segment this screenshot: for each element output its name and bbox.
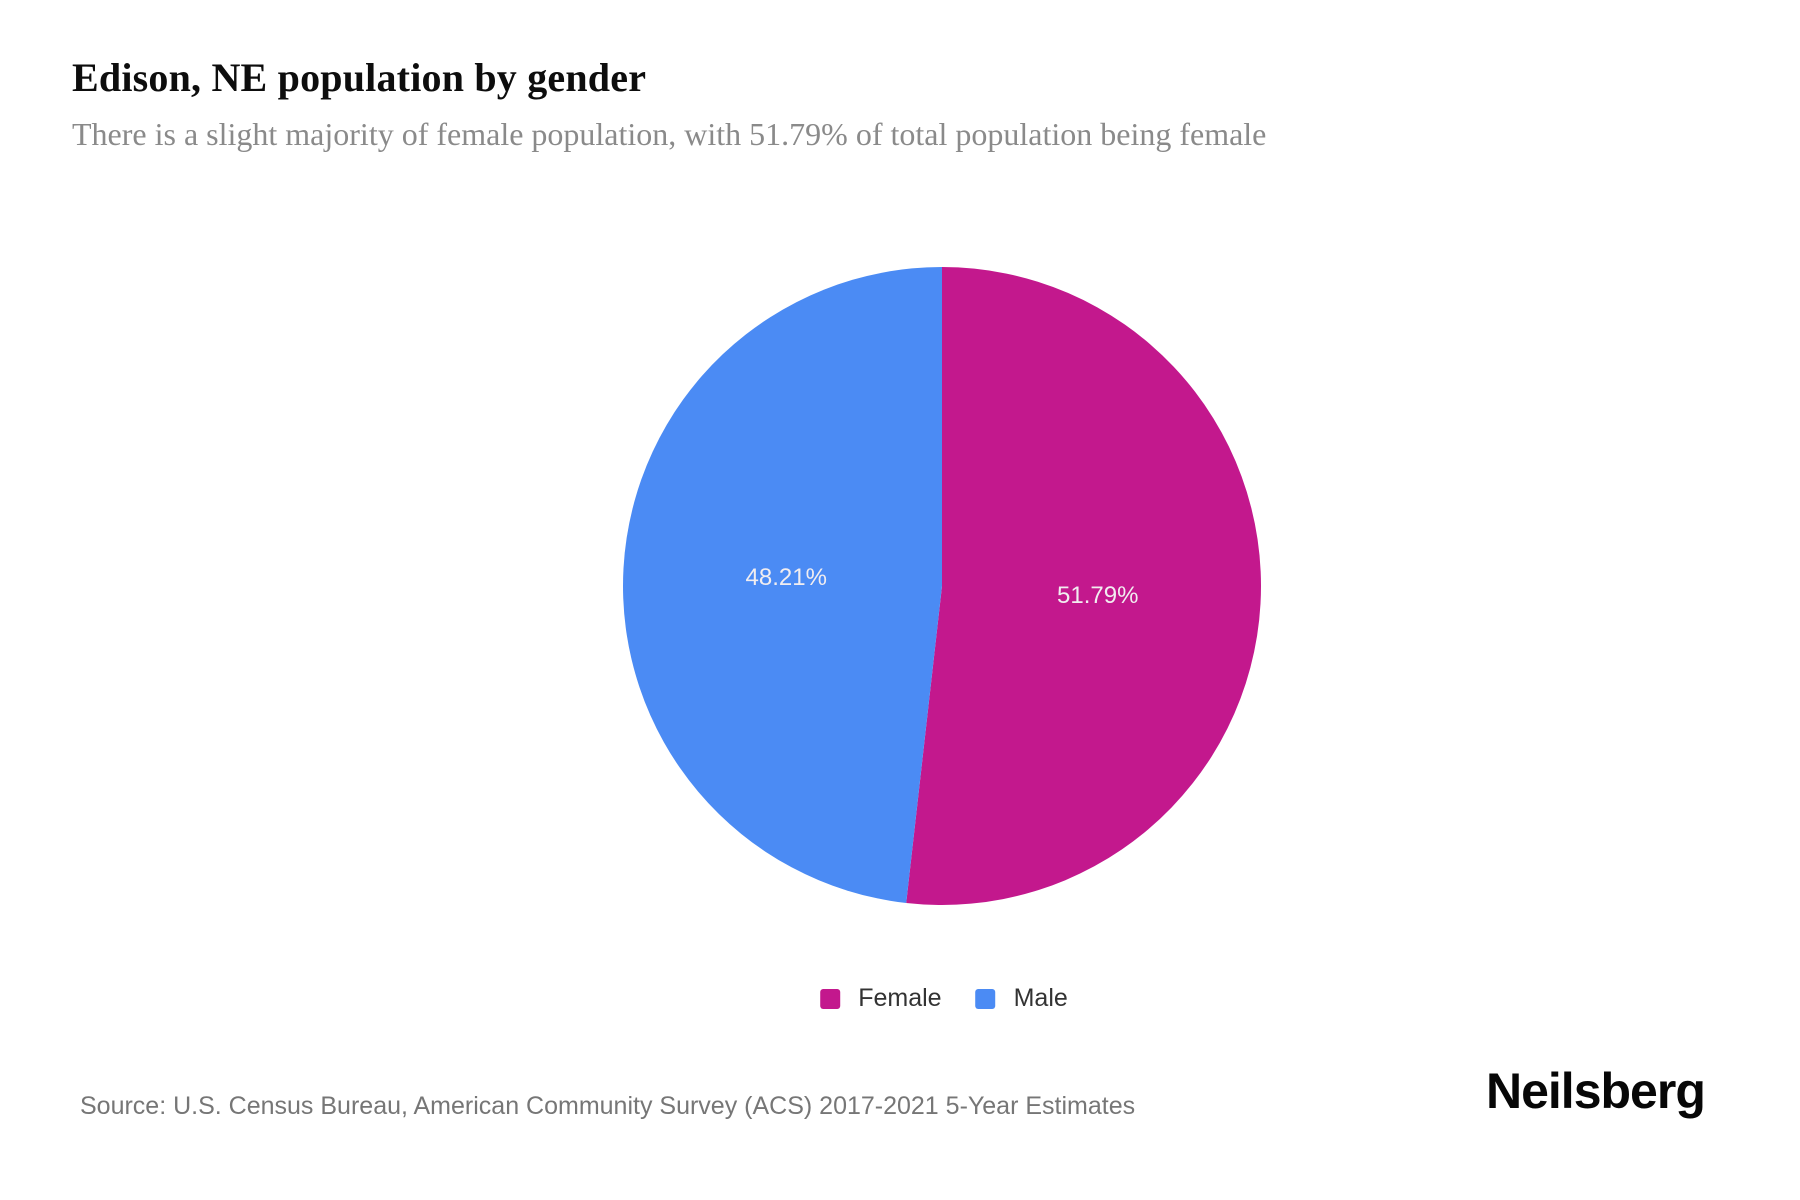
- pie-data-label-male: 48.21%: [746, 564, 827, 591]
- pie-slice-male[interactable]: [623, 267, 942, 903]
- legend-item-female[interactable]: Female: [820, 984, 942, 1013]
- pie-data-label-female: 51.79%: [1057, 582, 1138, 609]
- pie-chart[interactable]: 51.79% 48.21%: [612, 256, 1272, 916]
- neilsberg-logo: Neilsberg: [1486, 1063, 1706, 1119]
- chart-title: Edison, NE population by gender: [72, 55, 647, 100]
- chart-subtitle: There is a slight majority of female pop…: [72, 116, 1267, 152]
- pie-slice-female[interactable]: [906, 267, 1262, 905]
- legend-label-female: Female: [858, 984, 942, 1012]
- legend-item-male[interactable]: Male: [975, 984, 1068, 1013]
- pie-chart-area: 51.79% 48.21%: [612, 256, 1272, 916]
- legend-label-male: Male: [1013, 984, 1068, 1012]
- male-swatch-icon: [975, 988, 996, 1009]
- source-note: Source: U.S. Census Bureau, American Com…: [80, 1092, 1136, 1120]
- chart-legend: Female Male: [820, 984, 1068, 1013]
- female-swatch-icon: [820, 988, 841, 1009]
